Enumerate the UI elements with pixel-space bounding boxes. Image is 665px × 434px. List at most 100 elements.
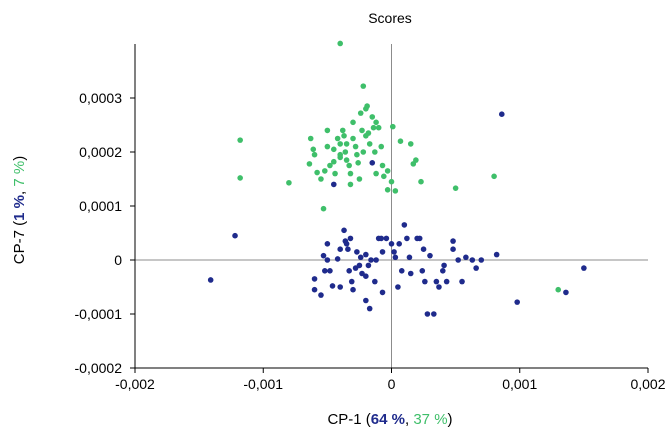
- data-point: [450, 246, 456, 252]
- x-axis-label-pct1: 64 %: [371, 411, 405, 428]
- data-point: [427, 252, 433, 259]
- data-point: [369, 114, 376, 120]
- data-point: [378, 143, 385, 150]
- data-point: [395, 284, 401, 290]
- data-point: [455, 257, 461, 263]
- data-point: [337, 141, 344, 147]
- data-point: [306, 161, 313, 167]
- data-point: [334, 256, 341, 262]
- data-point: [463, 254, 469, 261]
- data-point: [320, 205, 327, 212]
- y-tick-label: 0,0003: [79, 90, 122, 106]
- y-tick-label: 0: [114, 252, 122, 268]
- data-point: [373, 170, 379, 177]
- data-point: [343, 241, 350, 247]
- data-point: [452, 185, 459, 191]
- data-point: [356, 262, 363, 269]
- data-point: [330, 146, 337, 153]
- data-point: [324, 143, 331, 150]
- data-point: [347, 181, 354, 188]
- data-point: [379, 249, 386, 255]
- x-tick-label: 0,002: [630, 376, 665, 392]
- data-point: [401, 222, 408, 228]
- data-point: [404, 235, 410, 242]
- data-point: [343, 141, 350, 147]
- x-tick-label: -0,001: [243, 376, 283, 392]
- data-point: [363, 273, 369, 280]
- data-point: [397, 138, 404, 144]
- data-point: [329, 283, 336, 289]
- data-point: [372, 149, 378, 155]
- data-point: [366, 141, 373, 147]
- data-point: [327, 268, 333, 274]
- data-point: [493, 251, 500, 258]
- data-point: [416, 235, 423, 242]
- data-point: [498, 111, 505, 117]
- y-tick-label: 0,0001: [79, 198, 122, 214]
- data-point: [320, 252, 327, 259]
- data-point: [373, 119, 379, 126]
- data-point: [363, 251, 369, 258]
- x-axis-label-suffix: ): [448, 411, 453, 428]
- data-point: [406, 254, 413, 261]
- y-axis-label-pct2: 7 %: [11, 161, 28, 187]
- data-point: [318, 292, 324, 298]
- data-point: [398, 268, 405, 274]
- data-point: [392, 188, 399, 194]
- data-point: [343, 157, 350, 163]
- data-point: [307, 135, 314, 142]
- data-point: [473, 265, 479, 271]
- x-ticks: -0,002 -0,001 0 0,001 0,002: [115, 368, 665, 392]
- data-point: [459, 278, 465, 285]
- data-point: [352, 143, 359, 150]
- data-point: [357, 254, 364, 261]
- x-axis-label-pct2: 37 %: [413, 411, 447, 428]
- data-point: [373, 257, 379, 263]
- data-point: [286, 179, 292, 186]
- data-point: [346, 162, 352, 169]
- data-point: [322, 168, 328, 174]
- data-point: [375, 124, 382, 131]
- data-point: [337, 154, 344, 161]
- data-point: [379, 289, 386, 296]
- x-axis-label: CP-1 (64 %, 37 %): [327, 411, 452, 428]
- data-point: [388, 178, 395, 185]
- data-point: [311, 151, 318, 158]
- data-point: [350, 135, 356, 142]
- data-point: [330, 158, 337, 165]
- data-point: [364, 103, 370, 109]
- data-point: [237, 175, 243, 181]
- data-point: [355, 160, 361, 166]
- data-point: [341, 227, 347, 234]
- data-point: [478, 257, 485, 263]
- x-axis-label-prefix: CP-1 (: [327, 411, 370, 428]
- data-point: [384, 168, 391, 174]
- data-point: [419, 268, 426, 274]
- data-point: [431, 311, 437, 317]
- y-tick-label: -0,0002: [75, 360, 123, 376]
- data-point: [324, 257, 331, 263]
- data-point: [441, 262, 447, 269]
- data-point: [334, 135, 341, 142]
- data-point: [563, 289, 569, 296]
- data-point: [327, 162, 333, 169]
- data-point: [322, 268, 328, 274]
- y-axis-label-suffix: ): [11, 156, 28, 161]
- data-point: [337, 246, 344, 252]
- data-point: [372, 278, 378, 285]
- data-point: [365, 262, 372, 269]
- data-point: [491, 173, 497, 180]
- data-point: [348, 278, 355, 285]
- data-point: [324, 241, 331, 247]
- data-point: [443, 278, 450, 285]
- data-point: [396, 241, 402, 247]
- data-point: [337, 284, 344, 290]
- data-point: [424, 311, 431, 317]
- data-point: [381, 173, 387, 180]
- data-point: [422, 278, 428, 285]
- data-point: [207, 277, 214, 283]
- data-point: [369, 160, 376, 166]
- data-point: [392, 254, 399, 261]
- data-point: [413, 157, 419, 163]
